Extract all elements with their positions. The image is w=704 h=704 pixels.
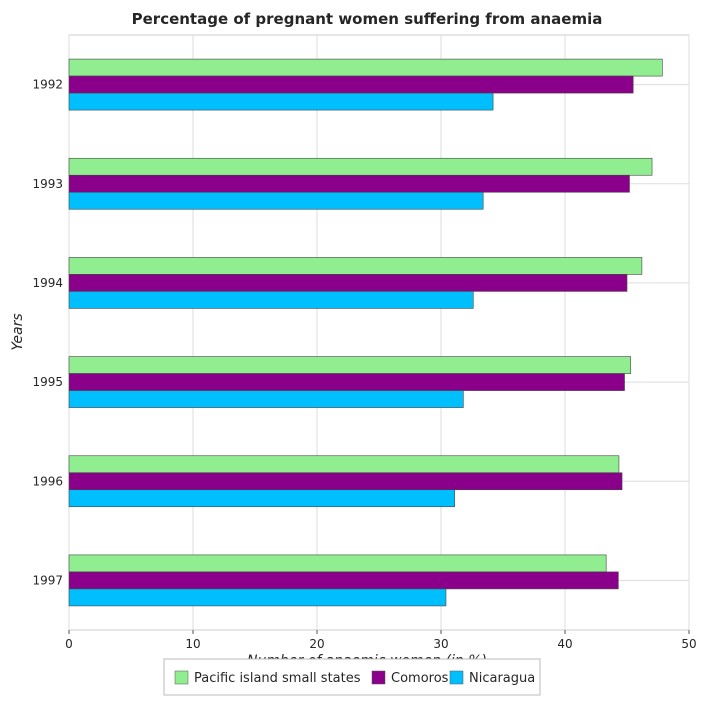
y-tick-labels: 1992 1993 1994 1995 1996 1997: [32, 78, 63, 588]
bar-comoros-1997: [68, 571, 619, 590]
y-tick-label: 1994: [32, 276, 63, 290]
x-tick-label: 40: [557, 637, 572, 651]
bar-nicaragua-1993: [68, 191, 484, 210]
bar-nicaragua-1994: [68, 291, 474, 309]
bar-nicaragua-1992: [68, 92, 494, 111]
bar-comoros-1994: [68, 274, 628, 292]
bar-pacific-island-small-states-1994: [68, 257, 643, 275]
plot-area: [68, 34, 690, 631]
x-tick-label: 10: [185, 637, 200, 651]
legend-swatch-comoros: [371, 670, 386, 685]
x-tick-label: 0: [65, 637, 73, 651]
x-tick-label: 30: [433, 637, 448, 651]
bar-pacific-island-small-states-1997: [68, 554, 607, 573]
bar-pacific-island-small-states-1992: [68, 58, 663, 77]
y-tick-label: 1996: [32, 474, 63, 488]
x-tick-label: 50: [681, 637, 696, 651]
bar-pacific-island-small-states-1996: [68, 455, 620, 474]
legend-label-pacific: Pacific island small states: [194, 671, 361, 686]
y-axis-label: Years: [10, 313, 26, 350]
bar-comoros-1992: [68, 75, 634, 94]
bar-nicaragua-1996: [68, 489, 455, 508]
bar-pacific-island-small-states-1995: [68, 356, 632, 374]
y-tick-label: 1997: [32, 573, 63, 587]
chart-title: Percentage of pregnant women suffering f…: [132, 10, 603, 28]
bar-nicaragua-1997: [68, 588, 447, 607]
bar-comoros-1993: [68, 174, 630, 193]
y-tick-label: 1992: [32, 78, 63, 92]
x-tick-labels: 0 10 20 30 40 50: [65, 630, 697, 651]
legend-label-comoros: Comoros: [391, 671, 449, 686]
bar-pacific-island-small-states-1993: [68, 157, 653, 176]
y-tick-label: 1993: [32, 177, 63, 191]
x-tick-label: 20: [309, 637, 324, 651]
y-tick-label: 1995: [32, 375, 63, 389]
legend-swatch-pacific: [174, 670, 189, 685]
legend-box: [163, 658, 541, 696]
bar-nicaragua-1995: [68, 390, 464, 408]
legend-label-nicaragua: Nicaragua: [469, 671, 535, 686]
legend-swatch-nicaragua: [449, 670, 464, 685]
bar-comoros-1995: [68, 373, 625, 391]
legend: Pacific island small states Comoros Nica…: [163, 658, 541, 696]
bar-comoros-1996: [68, 472, 623, 491]
bars: [68, 58, 663, 607]
